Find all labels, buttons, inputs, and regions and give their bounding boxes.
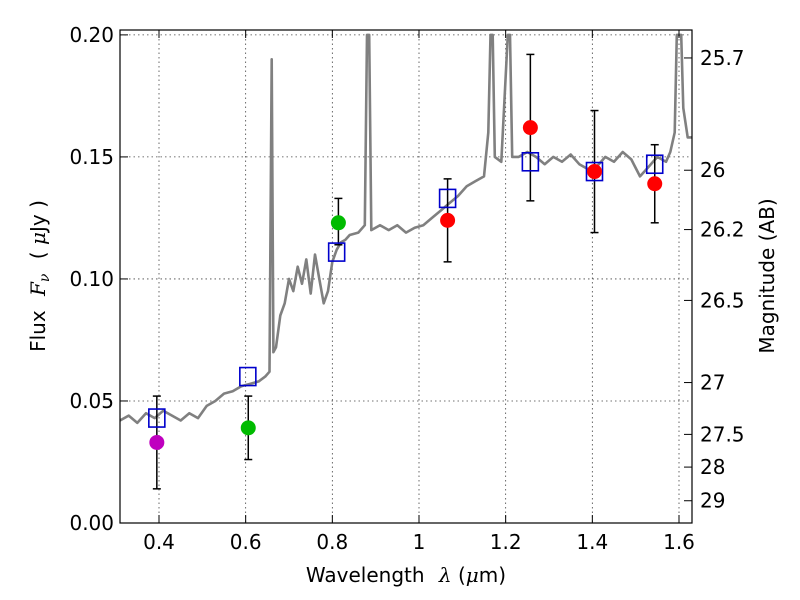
right-tick-label: 28 <box>700 455 725 479</box>
spectrum-layer <box>119 33 692 425</box>
observed-point <box>587 164 602 180</box>
model-point <box>239 366 257 387</box>
model-point <box>521 151 540 172</box>
observed-point <box>149 434 165 450</box>
observed-point <box>330 215 346 231</box>
errorbar-layer <box>152 53 659 490</box>
right-tick-label: 29 <box>700 489 725 513</box>
y-axis-label-left: Flux Fν ( μJy ) <box>26 200 54 352</box>
y-tick-label: 0.00 <box>69 511 114 535</box>
model-layer <box>148 151 664 428</box>
model-point <box>438 188 457 209</box>
y-tick-label: 0.05 <box>69 389 114 413</box>
x-tick-label: 1.2 <box>490 530 522 554</box>
y-axis-ticks: 0.00 0.05 0.10 0.15 0.20 <box>69 23 128 535</box>
observed-point <box>440 212 456 228</box>
observed-point <box>647 176 663 192</box>
x-tick-label: 1.6 <box>663 530 695 554</box>
y-tick-label: 0.10 <box>69 267 114 291</box>
observed-layer <box>149 120 663 450</box>
model-point <box>148 408 166 428</box>
model-point <box>327 242 346 262</box>
observed-point <box>240 420 256 436</box>
right-tick-label: 26.5 <box>700 288 745 312</box>
right-tick-label: 25.7 <box>700 46 745 70</box>
model-point <box>645 154 664 175</box>
y-tick-label: 0.15 <box>69 145 114 169</box>
x-tick-label: 0.8 <box>316 530 348 554</box>
x-tick-label: 0.4 <box>143 530 175 554</box>
right-axis-ticks: 25.7 26 26.2 26.5 27 27.5 28 29 <box>684 46 745 513</box>
right-tick-label: 27 <box>700 371 725 395</box>
x-tick-label: 0.6 <box>230 530 262 554</box>
model-point <box>585 161 604 182</box>
x-tick-label: 1.4 <box>576 530 608 554</box>
observed-point <box>522 120 538 136</box>
y-axis-label-right: Magnitude (AB) <box>755 198 779 353</box>
x-axis-label: Wavelength λ (μm) <box>306 563 506 587</box>
plot-frame <box>119 29 693 524</box>
grid <box>120 30 692 524</box>
y-tick-label: 0.20 <box>69 23 114 47</box>
x-tick-label: 1 <box>413 530 426 554</box>
right-tick-label: 26.2 <box>700 218 745 242</box>
spectrum-line <box>119 33 692 425</box>
right-tick-label: 27.5 <box>700 422 745 446</box>
x-axis-ticks: 0.4 0.6 0.8 1 1.2 1.4 1.6 <box>143 30 695 554</box>
right-tick-label: 26 <box>700 158 725 182</box>
